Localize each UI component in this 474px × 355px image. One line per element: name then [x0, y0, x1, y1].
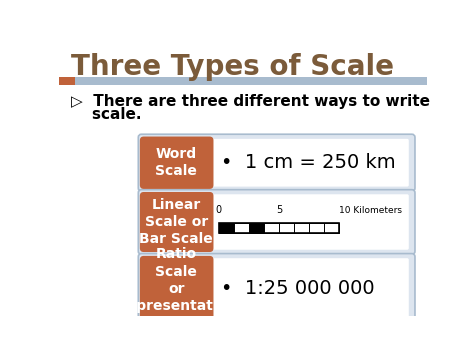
- Text: Ratio
Scale
or
Representative
Fraction Scale: Ratio Scale or Representative Fraction S…: [116, 247, 236, 331]
- FancyBboxPatch shape: [211, 194, 409, 250]
- Text: scale.: scale.: [71, 106, 141, 121]
- FancyBboxPatch shape: [140, 137, 213, 189]
- Bar: [234, 223, 249, 233]
- Bar: [59, 77, 427, 85]
- Text: •  1:25 000 000: • 1:25 000 000: [221, 279, 375, 299]
- Text: Word
Scale: Word Scale: [155, 147, 197, 178]
- Text: 10 Kilometers: 10 Kilometers: [339, 206, 402, 215]
- Text: 5: 5: [276, 205, 282, 215]
- Text: 0: 0: [216, 205, 222, 215]
- FancyBboxPatch shape: [211, 139, 409, 187]
- FancyBboxPatch shape: [138, 190, 415, 254]
- Text: Three Types of Scale: Three Types of Scale: [71, 53, 394, 81]
- Bar: [279, 223, 339, 233]
- FancyBboxPatch shape: [140, 192, 213, 252]
- FancyBboxPatch shape: [138, 134, 415, 191]
- FancyBboxPatch shape: [138, 253, 415, 324]
- Text: •  1 cm = 250 km: • 1 cm = 250 km: [221, 153, 396, 172]
- Bar: [249, 223, 264, 233]
- Text: ▷  There are three different ways to write: ▷ There are three different ways to writ…: [71, 94, 430, 109]
- Text: Linear
Scale or
Bar Scale: Linear Scale or Bar Scale: [139, 198, 213, 246]
- FancyBboxPatch shape: [140, 256, 213, 322]
- Bar: [219, 223, 339, 233]
- Bar: [264, 223, 279, 233]
- Bar: [59, 77, 75, 85]
- FancyBboxPatch shape: [211, 258, 409, 320]
- Bar: [219, 223, 234, 233]
